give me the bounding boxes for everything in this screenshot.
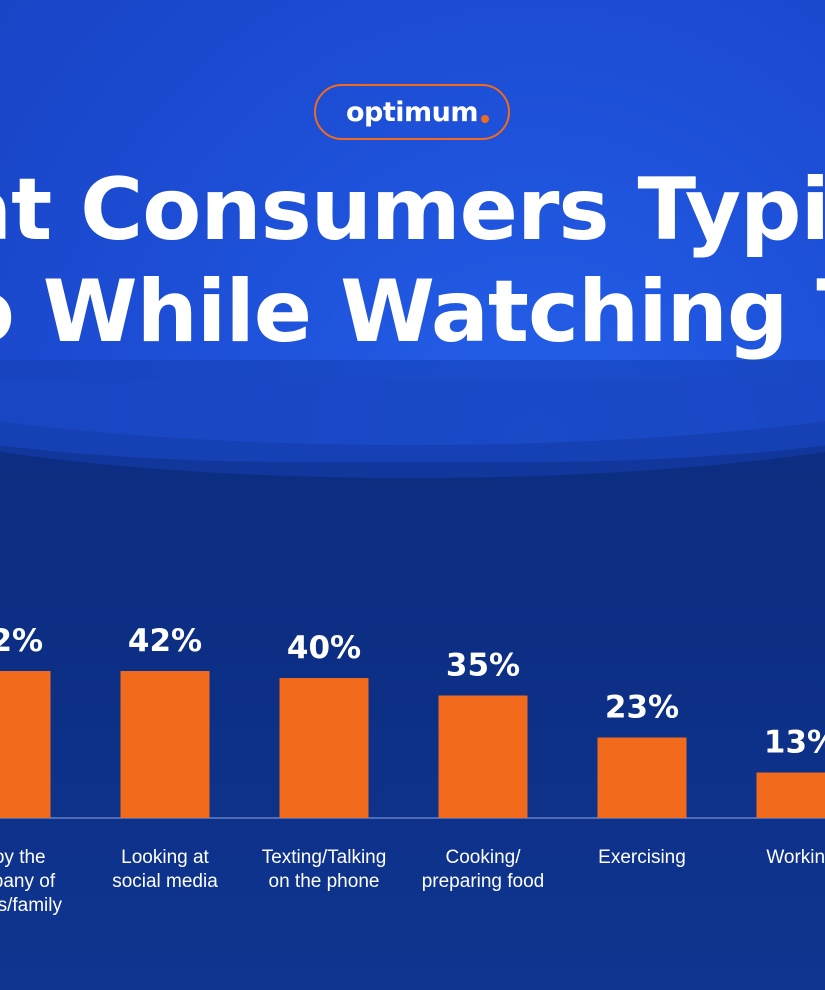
category-label-4: Exercising [598, 847, 686, 868]
category-label-line: friends/family [0, 895, 62, 916]
category-label-5: Working [766, 847, 825, 868]
category-label-3: Cooking/preparing food [422, 847, 545, 892]
category-label-line: Exercising [598, 847, 686, 868]
data-label-0: 42% [0, 623, 43, 659]
category-label-line: company of [0, 871, 56, 892]
logo-dot-icon [481, 114, 490, 123]
data-label-4: 23% [605, 690, 679, 726]
data-label-2: 40% [287, 630, 361, 666]
category-label-line: on the phone [269, 871, 380, 892]
logo-text: optimum [345, 96, 479, 128]
bar-0 [0, 671, 51, 818]
category-label-line: social media [112, 871, 218, 892]
logo-wordmark: optimum [345, 96, 490, 128]
category-label-line: Cooking/ [446, 847, 522, 868]
brand-logo: optimum [314, 84, 510, 140]
data-label-5: 13% [764, 725, 825, 761]
header-wave-inner [0, 380, 825, 462]
chart-title-line-1: What Consumers Typically [0, 160, 825, 260]
bar-1 [120, 671, 210, 818]
category-label-line: Working [766, 847, 825, 868]
bar-3 [438, 695, 528, 818]
chart-title-line-2: Do While Watching TV [0, 262, 825, 362]
data-label-1: 42% [128, 623, 202, 659]
category-label-1: Looking at social media [112, 847, 218, 892]
bar-2 [279, 678, 369, 818]
category-label-line: preparing food [422, 871, 545, 892]
category-label-0: Enjoy the company of friends/family [0, 847, 62, 916]
bar-4 [597, 737, 687, 818]
category-label-line: Enjoy the [0, 847, 46, 868]
data-label-3: 35% [446, 648, 520, 684]
category-label-2: Texting/Talking on the phone [262, 847, 387, 892]
bar-5 [756, 772, 825, 818]
category-label-line: Looking at [121, 847, 209, 868]
category-label-line: Texting/Talking [262, 847, 387, 868]
